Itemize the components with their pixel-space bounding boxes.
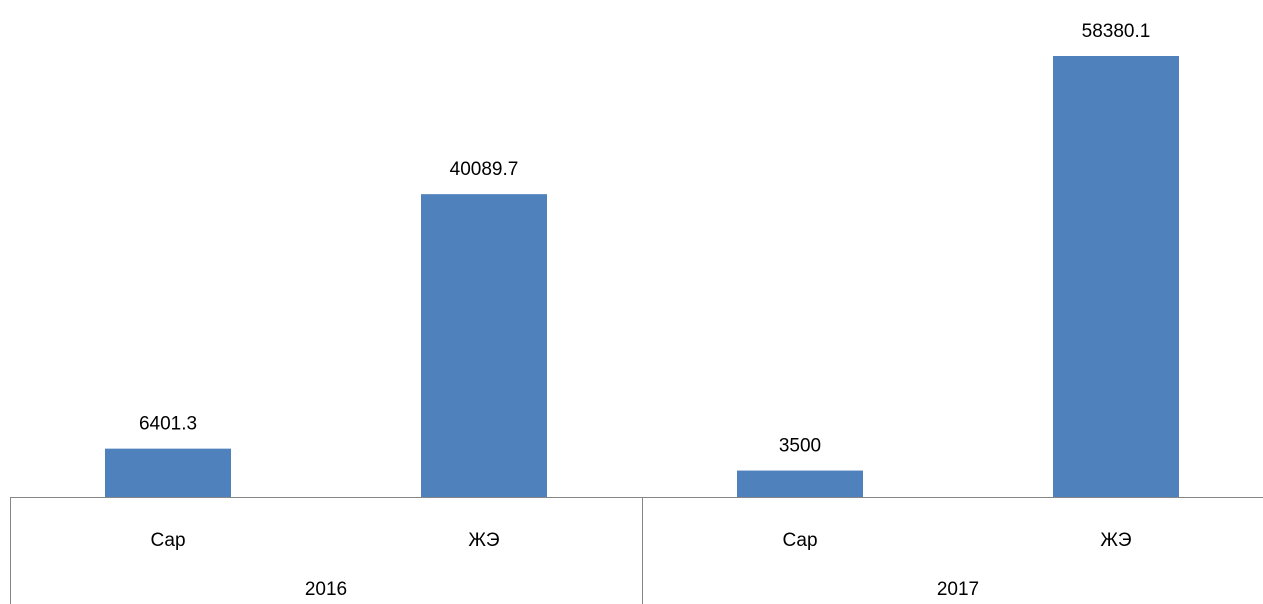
- data-label: 6401.3: [139, 414, 197, 435]
- bar: [1053, 56, 1179, 497]
- group-label: 2017: [937, 579, 979, 600]
- x-tick-label: Сар: [782, 530, 817, 551]
- x-tick-label: ЖЭ: [468, 530, 499, 551]
- data-label: 3500: [779, 436, 821, 457]
- data-label: 58380.1: [1082, 21, 1151, 42]
- bar: [105, 448, 231, 497]
- group-label: 2016: [305, 579, 347, 600]
- data-label: 40089.7: [450, 159, 519, 180]
- x-tick-label: Сар: [150, 530, 185, 551]
- bar: [421, 194, 547, 497]
- x-tick-label: ЖЭ: [1100, 530, 1131, 551]
- bar: [737, 470, 863, 497]
